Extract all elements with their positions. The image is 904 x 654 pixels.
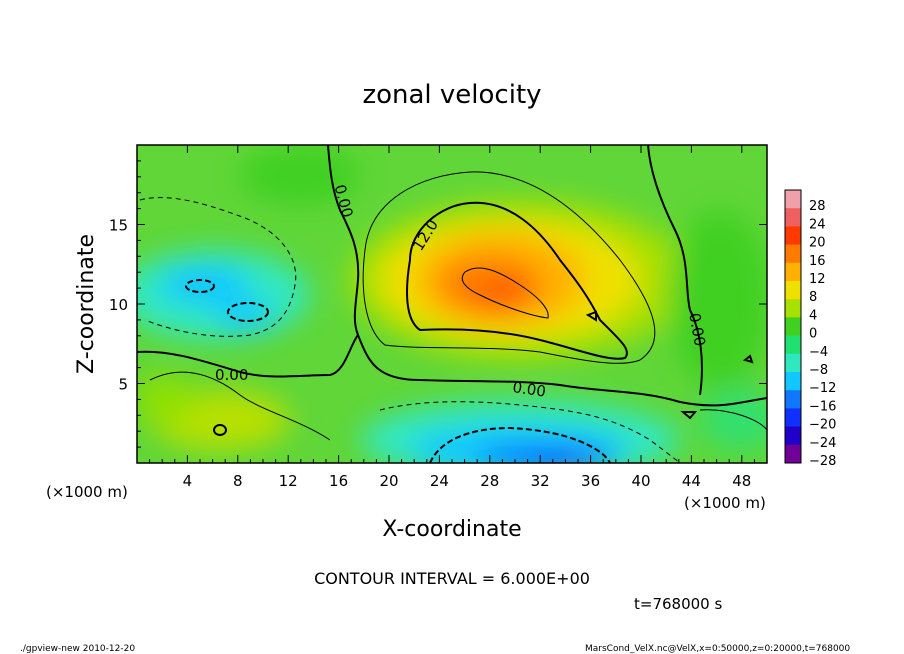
contour-interval-text: CONTOUR INTERVAL = 6.000E+00	[314, 569, 590, 588]
contour-6	[362, 171, 656, 364]
contour-neg12-bottom	[429, 426, 611, 463]
x-axis-label: X-coordinate	[382, 517, 521, 542]
x-tick-label: 20	[379, 472, 398, 490]
y-tick-label: 5	[118, 376, 128, 394]
contour-label-zero-left: 0.00	[215, 366, 248, 384]
x-tick-label: 40	[631, 472, 650, 490]
x-unit-right: (×1000 m)	[684, 494, 766, 512]
colorbar-swatch	[785, 208, 801, 227]
colorbar-swatch	[785, 408, 801, 428]
footer-right: MarsCond_VelX.nc@VelX,x=0:50000,z=0:2000…	[585, 644, 850, 654]
colorbar-label: 28	[809, 199, 826, 214]
x-tick-label: 32	[531, 472, 550, 490]
contour-neg6-upper-left	[139, 197, 297, 337]
colorbar-label: −12	[809, 381, 836, 396]
colorbar-label: 20	[809, 236, 826, 251]
contour-18	[461, 267, 549, 319]
zero-contour-lower	[137, 333, 767, 407]
x-tick-label: 28	[480, 472, 499, 490]
zero-contour-right-vertical	[647, 145, 703, 396]
x-unit-left: (×1000 m)	[46, 483, 128, 501]
colorbar-label: −16	[809, 399, 836, 414]
colorbar-swatch	[785, 317, 801, 337]
colorbar-label: 24	[809, 217, 826, 232]
colorbar-swatch	[785, 353, 801, 373]
footer-left: ./gpview-new 2010-12-20	[20, 644, 135, 654]
colorbar-swatch	[785, 281, 801, 300]
colorbar-label: 4	[809, 308, 817, 323]
colorbar-swatch	[785, 426, 801, 446]
colorbar-label: 8	[809, 290, 817, 305]
plot-area	[137, 145, 767, 463]
x-tick-label: 12	[279, 472, 298, 490]
contour-label-zero-mid: 0.00	[511, 378, 547, 400]
y-tick-label: 15	[109, 217, 128, 235]
x-tick-label: 16	[329, 472, 348, 490]
colorbar-label: 12	[809, 272, 826, 287]
colorbar-swatch	[785, 262, 801, 282]
contour-lines	[137, 145, 767, 463]
colorbar-swatch	[785, 244, 801, 264]
colorbar-frame	[784, 189, 802, 464]
x-tick-label: 36	[581, 472, 600, 490]
colorbar-label: 16	[809, 254, 826, 269]
x-tick-label: 24	[430, 472, 449, 490]
x-axis: 4 8 12 16 20 24 28 32 36 40 44 48	[149, 145, 755, 490]
colorbar-swatch	[785, 335, 801, 355]
colorbar-swatch	[785, 226, 801, 246]
colorbar-label: −20	[809, 418, 836, 433]
y-axis: 5 10 15	[109, 160, 767, 448]
time-text: t=768000 s	[634, 595, 722, 613]
contour-neg12-b	[227, 302, 269, 322]
colorbar-label: −24	[809, 436, 836, 451]
x-tick-label: 8	[233, 472, 243, 490]
x-tick-label: 48	[732, 472, 751, 490]
colorbar: 28 24 20 16 12 8 4 0 −4 −8 −12 −16 −20 −24 −28	[784, 189, 836, 469]
x-tick-label: 44	[682, 472, 701, 490]
y-axis-label: Z-coordinate	[74, 234, 99, 374]
chart-title: zonal velocity	[362, 80, 541, 110]
zero-contour-left-vertical	[327, 145, 360, 336]
colorbar-label: −28	[809, 454, 836, 469]
colorbar-label: −4	[809, 345, 828, 360]
colorbar-swatch	[785, 372, 801, 391]
contour-neg12-a	[185, 279, 215, 293]
colorbar-label: −8	[809, 363, 828, 378]
x-tick-label: 4	[183, 472, 193, 490]
y-tick-label: 10	[109, 296, 128, 314]
colorbar-swatch	[785, 190, 801, 209]
colorbar-label: 0	[809, 327, 817, 342]
colorbar-swatch	[785, 444, 801, 464]
colorbar-swatch	[785, 390, 801, 409]
contour-12	[406, 201, 628, 360]
contour-neg6-bottom	[379, 401, 681, 463]
contour-label-zero-right: 0.00	[685, 312, 709, 348]
colorbar-swatch	[785, 299, 801, 318]
